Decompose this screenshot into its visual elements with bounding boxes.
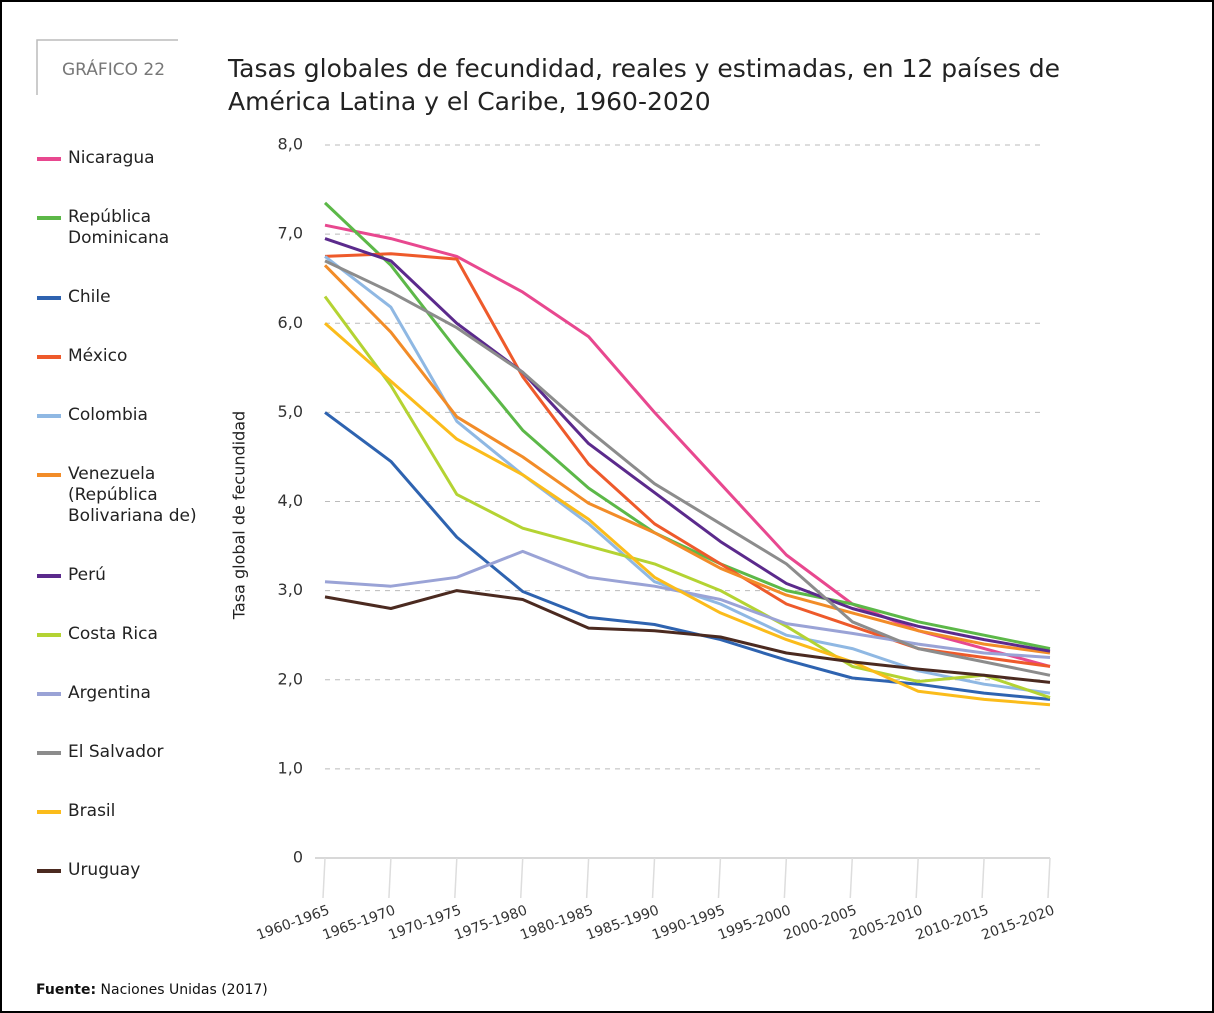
y-tick-label: 7,0 bbox=[278, 224, 303, 243]
y-axis-label: Tasa global de fecundidad bbox=[230, 411, 249, 620]
x-tick bbox=[981, 857, 985, 899]
series-line bbox=[323, 295, 1051, 700]
x-tick bbox=[717, 857, 722, 899]
legend-label: Chile bbox=[68, 287, 111, 307]
x-tick bbox=[322, 857, 326, 899]
x-tick-label: 1965-1970 bbox=[320, 902, 397, 943]
legend-item: Argentina bbox=[37, 683, 203, 704]
y-tick-label: 5,0 bbox=[278, 402, 303, 421]
chart-title: Tasas globales de fecundidad, reales y e… bbox=[227, 54, 1060, 116]
series-line bbox=[324, 322, 1051, 707]
legend-label: Nicaragua bbox=[68, 148, 155, 168]
legend-swatch bbox=[37, 751, 61, 755]
label-bracket bbox=[36, 39, 178, 95]
y-tick-label: 0 bbox=[293, 848, 303, 867]
x-tick-label: 1990-1995 bbox=[650, 902, 727, 943]
x-tick bbox=[783, 857, 788, 899]
legend-label: El Salvador bbox=[68, 742, 164, 762]
y-tick-label: 2,0 bbox=[278, 669, 303, 688]
series-line bbox=[324, 589, 1051, 684]
legend-swatch bbox=[37, 296, 61, 300]
source-label: Fuente: bbox=[36, 982, 97, 998]
legend-swatch bbox=[37, 810, 61, 814]
legend-swatch bbox=[37, 869, 61, 873]
legend-item: Nicaragua bbox=[37, 148, 203, 169]
y-tick-label: 3,0 bbox=[278, 580, 303, 599]
legend-item: Venezuela (República Bolivariana de) bbox=[37, 464, 203, 527]
legend-item: Uruguay bbox=[37, 860, 203, 881]
legend: Nicaragua República Dominicana Chile México… bbox=[37, 148, 203, 919]
x-tick-label: 1980-1985 bbox=[518, 902, 595, 943]
legend-swatch bbox=[37, 355, 61, 359]
x-tick-label: 1985-1990 bbox=[584, 902, 661, 943]
y-tick-label: 8,0 bbox=[278, 135, 303, 154]
legend-label: Costa Rica bbox=[68, 624, 158, 644]
legend-label: Uruguay bbox=[68, 860, 141, 880]
legend-item: Perú bbox=[37, 565, 203, 586]
series-line bbox=[324, 259, 1051, 677]
x-tick-label: 1975-1980 bbox=[452, 902, 529, 943]
chart-label: GRÁFICO 22 bbox=[62, 58, 165, 80]
x-tick-label: 1960-1965 bbox=[255, 902, 332, 943]
legend-swatch bbox=[37, 414, 61, 418]
legend-item: El Salvador bbox=[37, 742, 203, 763]
series-line bbox=[324, 223, 1051, 668]
x-tick-label: 2010-2015 bbox=[914, 902, 991, 943]
x-tick bbox=[1047, 857, 1051, 899]
source: Fuente: Naciones Unidas (2017) bbox=[36, 982, 268, 998]
x-tick-label: 1970-1975 bbox=[386, 902, 463, 943]
legend-item: Costa Rica bbox=[37, 624, 203, 645]
legend-swatch bbox=[37, 157, 61, 161]
x-tick bbox=[849, 857, 854, 899]
y-tick-label: 6,0 bbox=[278, 313, 303, 332]
x-tick bbox=[388, 857, 392, 899]
series-line bbox=[324, 237, 1051, 653]
x-tick bbox=[651, 857, 656, 899]
legend-swatch bbox=[37, 473, 61, 477]
legend-swatch bbox=[37, 633, 61, 637]
legend-item: Brasil bbox=[37, 801, 203, 822]
legend-label: República Dominicana bbox=[68, 207, 170, 248]
y-tick-label: 4,0 bbox=[278, 491, 303, 510]
legend-item: México bbox=[37, 346, 203, 367]
series-line bbox=[323, 201, 1051, 651]
x-tick-label: 2015-2020 bbox=[980, 902, 1057, 943]
legend-label: Venezuela (República Bolivariana de) bbox=[68, 464, 197, 526]
x-tick-label: 1995-2000 bbox=[716, 902, 793, 943]
legend-item: República Dominicana bbox=[37, 207, 203, 249]
legend-item: Colombia bbox=[37, 405, 203, 426]
x-tick bbox=[454, 857, 458, 899]
legend-label: México bbox=[68, 346, 128, 366]
x-tick-label: 2005-2010 bbox=[848, 902, 925, 943]
source-text: Naciones Unidas (2017) bbox=[100, 982, 268, 998]
x-tick bbox=[915, 857, 919, 899]
series-line bbox=[324, 411, 1051, 701]
legend-item: Chile bbox=[37, 287, 203, 308]
x-tick-label: 2000-2005 bbox=[782, 902, 859, 943]
series-line bbox=[324, 549, 1051, 659]
legend-label: Perú bbox=[68, 565, 106, 585]
legend-swatch bbox=[37, 574, 61, 578]
series-line bbox=[323, 264, 1051, 655]
legend-swatch bbox=[37, 692, 61, 696]
legend-label: Colombia bbox=[68, 405, 148, 425]
x-tick bbox=[585, 857, 590, 899]
legend-label: Argentina bbox=[68, 683, 151, 703]
x-tick bbox=[519, 857, 524, 899]
y-tick-label: 1,0 bbox=[278, 758, 303, 777]
legend-swatch bbox=[37, 216, 61, 220]
legend-label: Brasil bbox=[68, 801, 116, 821]
